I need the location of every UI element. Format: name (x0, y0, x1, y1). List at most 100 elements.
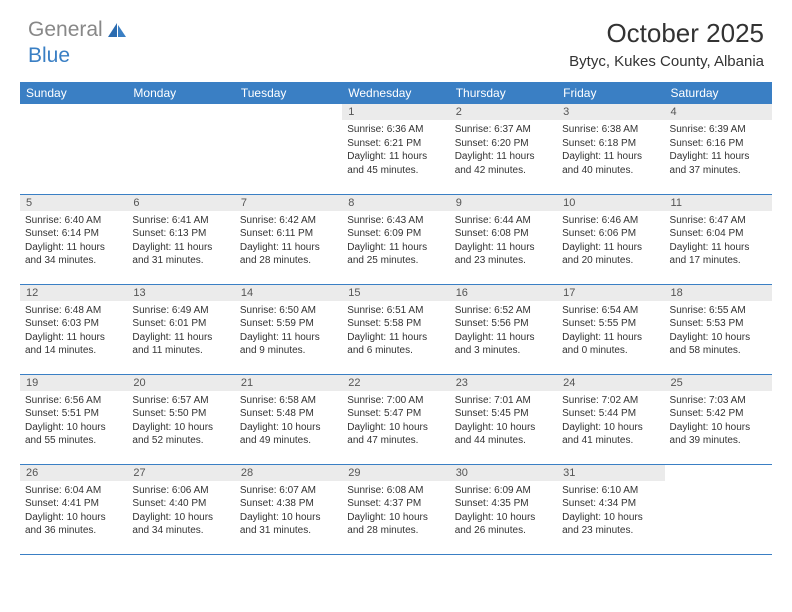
month-title: October 2025 (569, 18, 764, 49)
daylight-text: Daylight: 11 hours and 3 minutes. (455, 331, 552, 358)
day-number: 13 (127, 285, 234, 301)
calendar-cell: 1Sunrise: 6:36 AMSunset: 6:21 PMDaylight… (342, 104, 449, 194)
sunset-text: Sunset: 5:48 PM (240, 407, 337, 421)
calendar-cell: 13Sunrise: 6:49 AMSunset: 6:01 PMDayligh… (127, 284, 234, 374)
day-number: 1 (342, 104, 449, 120)
day-body: Sunrise: 6:54 AMSunset: 5:55 PMDaylight:… (557, 301, 664, 363)
sunset-text: Sunset: 6:14 PM (25, 227, 122, 241)
calendar-cell: 29Sunrise: 6:08 AMSunset: 4:37 PMDayligh… (342, 464, 449, 554)
day-number: 26 (20, 465, 127, 481)
header: General October 2025 Bytyc, Kukes County… (0, 0, 792, 78)
sunrise-text: Sunrise: 6:56 AM (25, 394, 122, 408)
day-number: 21 (235, 375, 342, 391)
calendar-cell: 21Sunrise: 6:58 AMSunset: 5:48 PMDayligh… (235, 374, 342, 464)
sunset-text: Sunset: 6:06 PM (562, 227, 659, 241)
sunset-text: Sunset: 5:44 PM (562, 407, 659, 421)
calendar-cell: 2Sunrise: 6:37 AMSunset: 6:20 PMDaylight… (450, 104, 557, 194)
calendar-cell: 24Sunrise: 7:02 AMSunset: 5:44 PMDayligh… (557, 374, 664, 464)
day-body: Sunrise: 6:10 AMSunset: 4:34 PMDaylight:… (557, 481, 664, 543)
day-number: 6 (127, 195, 234, 211)
calendar-cell: 30Sunrise: 6:09 AMSunset: 4:35 PMDayligh… (450, 464, 557, 554)
day-number: 2 (450, 104, 557, 120)
calendar-cell: . (127, 104, 234, 194)
calendar-cell: . (665, 464, 772, 554)
daylight-text: Daylight: 11 hours and 23 minutes. (455, 241, 552, 268)
daylight-text: Daylight: 10 hours and 58 minutes. (670, 331, 767, 358)
day-number: 20 (127, 375, 234, 391)
day-body: Sunrise: 6:50 AMSunset: 5:59 PMDaylight:… (235, 301, 342, 363)
sunset-text: Sunset: 5:59 PM (240, 317, 337, 331)
sunset-text: Sunset: 4:40 PM (132, 497, 229, 511)
sunset-text: Sunset: 6:18 PM (562, 137, 659, 151)
daylight-text: Daylight: 11 hours and 25 minutes. (347, 241, 444, 268)
sunrise-text: Sunrise: 6:04 AM (25, 484, 122, 498)
calendar-week-row: 19Sunrise: 6:56 AMSunset: 5:51 PMDayligh… (20, 374, 772, 464)
daylight-text: Daylight: 11 hours and 6 minutes. (347, 331, 444, 358)
location: Bytyc, Kukes County, Albania (569, 53, 764, 70)
calendar-cell: 4Sunrise: 6:39 AMSunset: 6:16 PMDaylight… (665, 104, 772, 194)
daylight-text: Daylight: 10 hours and 23 minutes. (562, 511, 659, 538)
sunrise-text: Sunrise: 6:55 AM (670, 304, 767, 318)
daylight-text: Daylight: 11 hours and 40 minutes. (562, 150, 659, 177)
daylight-text: Daylight: 10 hours and 26 minutes. (455, 511, 552, 538)
day-body: Sunrise: 6:51 AMSunset: 5:58 PMDaylight:… (342, 301, 449, 363)
day-number: 12 (20, 285, 127, 301)
calendar-cell: 26Sunrise: 6:04 AMSunset: 4:41 PMDayligh… (20, 464, 127, 554)
day-header: Friday (557, 82, 664, 104)
calendar-week-row: 12Sunrise: 6:48 AMSunset: 6:03 PMDayligh… (20, 284, 772, 374)
sunset-text: Sunset: 6:04 PM (670, 227, 767, 241)
day-body: Sunrise: 6:55 AMSunset: 5:53 PMDaylight:… (665, 301, 772, 363)
logo: General (28, 18, 130, 42)
sunset-text: Sunset: 6:09 PM (347, 227, 444, 241)
calendar-cell: 27Sunrise: 6:06 AMSunset: 4:40 PMDayligh… (127, 464, 234, 554)
calendar-cell: 31Sunrise: 6:10 AMSunset: 4:34 PMDayligh… (557, 464, 664, 554)
day-number: 31 (557, 465, 664, 481)
calendar-cell: 15Sunrise: 6:51 AMSunset: 5:58 PMDayligh… (342, 284, 449, 374)
daylight-text: Daylight: 10 hours and 52 minutes. (132, 421, 229, 448)
calendar-cell: 10Sunrise: 6:46 AMSunset: 6:06 PMDayligh… (557, 194, 664, 284)
daylight-text: Daylight: 11 hours and 20 minutes. (562, 241, 659, 268)
day-body: Sunrise: 6:36 AMSunset: 6:21 PMDaylight:… (342, 120, 449, 182)
day-body: Sunrise: 6:47 AMSunset: 6:04 PMDaylight:… (665, 211, 772, 273)
day-number: 7 (235, 195, 342, 211)
daylight-text: Daylight: 10 hours and 47 minutes. (347, 421, 444, 448)
daylight-text: Daylight: 10 hours and 31 minutes. (240, 511, 337, 538)
calendar-cell: 14Sunrise: 6:50 AMSunset: 5:59 PMDayligh… (235, 284, 342, 374)
sunset-text: Sunset: 5:58 PM (347, 317, 444, 331)
day-number: 27 (127, 465, 234, 481)
calendar-cell: 6Sunrise: 6:41 AMSunset: 6:13 PMDaylight… (127, 194, 234, 284)
day-body: Sunrise: 6:39 AMSunset: 6:16 PMDaylight:… (665, 120, 772, 182)
calendar-cell: 9Sunrise: 6:44 AMSunset: 6:08 PMDaylight… (450, 194, 557, 284)
sunset-text: Sunset: 6:21 PM (347, 137, 444, 151)
daylight-text: Daylight: 10 hours and 55 minutes. (25, 421, 122, 448)
day-body: Sunrise: 6:44 AMSunset: 6:08 PMDaylight:… (450, 211, 557, 273)
day-body: Sunrise: 6:56 AMSunset: 5:51 PMDaylight:… (20, 391, 127, 453)
day-number: 17 (557, 285, 664, 301)
day-number: 8 (342, 195, 449, 211)
day-number: 29 (342, 465, 449, 481)
day-number: 3 (557, 104, 664, 120)
calendar-table: Sunday Monday Tuesday Wednesday Thursday… (20, 82, 772, 555)
sunrise-text: Sunrise: 6:37 AM (455, 123, 552, 137)
sunset-text: Sunset: 4:34 PM (562, 497, 659, 511)
sunrise-text: Sunrise: 6:36 AM (347, 123, 444, 137)
calendar-cell: . (235, 104, 342, 194)
sunrise-text: Sunrise: 7:00 AM (347, 394, 444, 408)
sunset-text: Sunset: 4:41 PM (25, 497, 122, 511)
calendar-cell: 5Sunrise: 6:40 AMSunset: 6:14 PMDaylight… (20, 194, 127, 284)
daylight-text: Daylight: 10 hours and 34 minutes. (132, 511, 229, 538)
daylight-text: Daylight: 11 hours and 34 minutes. (25, 241, 122, 268)
day-body: Sunrise: 6:06 AMSunset: 4:40 PMDaylight:… (127, 481, 234, 543)
daylight-text: Daylight: 11 hours and 9 minutes. (240, 331, 337, 358)
sunrise-text: Sunrise: 6:09 AM (455, 484, 552, 498)
calendar-cell: 28Sunrise: 6:07 AMSunset: 4:38 PMDayligh… (235, 464, 342, 554)
sunset-text: Sunset: 5:47 PM (347, 407, 444, 421)
day-body: Sunrise: 6:40 AMSunset: 6:14 PMDaylight:… (20, 211, 127, 273)
sunrise-text: Sunrise: 6:51 AM (347, 304, 444, 318)
sunset-text: Sunset: 4:38 PM (240, 497, 337, 511)
sunset-text: Sunset: 6:03 PM (25, 317, 122, 331)
calendar-cell: 19Sunrise: 6:56 AMSunset: 5:51 PMDayligh… (20, 374, 127, 464)
day-number: 22 (342, 375, 449, 391)
day-header: Tuesday (235, 82, 342, 104)
sunrise-text: Sunrise: 6:40 AM (25, 214, 122, 228)
